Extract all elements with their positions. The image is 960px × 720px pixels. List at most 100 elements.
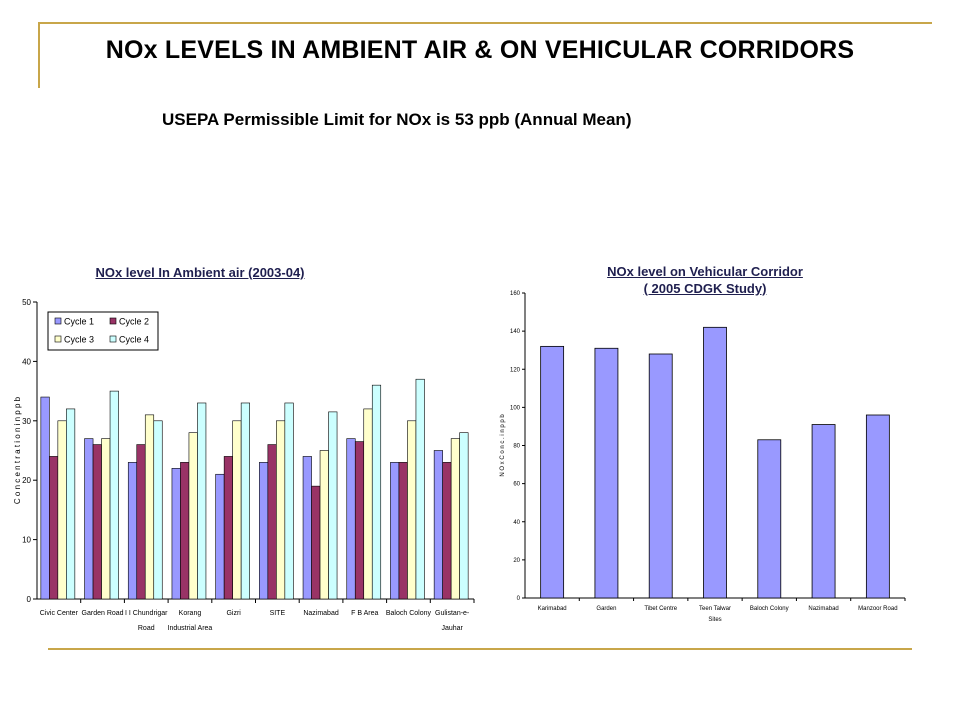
y-tick-label: 30 (22, 417, 31, 426)
x-tick-label: Garden (596, 606, 616, 612)
x-tick-label: Baloch Colony (386, 610, 432, 617)
x-tick-label: Manzoor Road (858, 606, 897, 612)
bar-cycle-2 (49, 456, 59, 600)
y-tick-label: 120 (510, 367, 521, 373)
legend-swatch (109, 317, 117, 325)
bar-cycle-2 (267, 444, 277, 600)
legend-swatch (54, 335, 62, 343)
vehicular-corridor-chart: 0 20 40 60 80 100 120 140 160 N O x C o n c . i n… (500, 291, 906, 623)
bar-cycle-2 (398, 462, 408, 600)
bar-manzoor-road (865, 414, 890, 599)
bar-cycle-1 (84, 438, 94, 600)
bar-cycle-1 (346, 438, 356, 600)
y-tick-label: 40 (513, 520, 520, 526)
bar-cycle-4 (459, 432, 469, 600)
bar-cycle-1 (40, 396, 50, 600)
y-tick-label: 20 (513, 558, 520, 564)
y-tick-label: 20 (22, 476, 31, 485)
y-tick-label: 60 (513, 482, 520, 488)
slide-subtitle: USEPA Permissible Limit for NOx is 53 pp… (162, 110, 632, 129)
x-tick-label: Nazimabad (303, 610, 339, 617)
bar-nazimabad (811, 424, 836, 599)
bar-cycle-1 (433, 450, 443, 600)
legend-label: Cycle 1 (64, 317, 94, 327)
bar-cycle-2 (311, 485, 321, 600)
legend-label: Cycle 3 (64, 335, 94, 345)
bar-cycle-1 (215, 473, 225, 600)
top-rule (38, 22, 932, 24)
chart-legend: Cycle 1 Cycle 2 Cycle 3 Cycle 4 (47, 311, 159, 351)
bar-cycle-3 (232, 420, 242, 600)
bar-cycle-3 (407, 420, 417, 600)
bar-cycle-4 (153, 420, 163, 600)
corridor-chart-title: NOx level on Vehicular Corridor (607, 264, 803, 279)
x-tick-label: SITE (270, 610, 286, 617)
bar-cycle-4 (284, 402, 294, 600)
x-tick-label: Tibet Centre (644, 606, 677, 612)
bar-cycle-3 (144, 414, 155, 600)
bar-cycle-3 (363, 408, 373, 600)
bar-cycle-3 (450, 438, 460, 600)
legend-label: Cycle 2 (119, 317, 149, 327)
y-tick-label: 140 (510, 329, 521, 335)
y-axis-label: C o n c e n t r a t i o n i n p p b (13, 396, 22, 504)
legend-label: Cycle 4 (119, 335, 149, 345)
x-tick-label: Karimabad (538, 606, 567, 612)
x-tick-label: Road (138, 625, 155, 632)
x-tick-label: I I Chundrigar (125, 610, 168, 617)
y-tick-label: 0 (517, 596, 521, 602)
bar-cycle-2 (442, 462, 452, 600)
x-tick-label: Civic Center (40, 610, 79, 617)
corridor-chart-subtitle: ( 2005 CDGK Study) (643, 281, 767, 296)
slide-title: NOx LEVELS IN AMBIENT AIR & ON VEHICULAR… (105, 36, 855, 64)
bar-cycle-4 (197, 402, 207, 600)
x-tick-label: Jauhar (441, 625, 463, 632)
y-tick-label: 80 (513, 444, 520, 450)
bar-teen-talwar (703, 326, 727, 599)
bar-cycle-4 (109, 390, 119, 600)
bar-cycle-2 (92, 444, 102, 600)
x-tick-label: F B Area (351, 610, 378, 617)
bar-cycle-4 (240, 402, 250, 600)
legend-swatch (109, 335, 117, 343)
bar-cycle-4 (371, 384, 382, 600)
bar-cycle-4 (415, 378, 425, 600)
bar-tibet-centre (648, 353, 673, 599)
x-tick-label: Industrial Area (168, 625, 213, 632)
y-tick-label: 10 (22, 536, 31, 545)
bar-karimabad (540, 345, 565, 599)
bar-garden (594, 347, 619, 599)
bar-cycle-4 (66, 408, 76, 600)
bar-cycle-2 (354, 441, 365, 600)
bar-cycle-1 (171, 468, 181, 600)
y-axis-label: N O x C o n c . i n p p b (500, 414, 506, 477)
bar-cycle-3 (319, 450, 329, 600)
x-tick-label: Gizri (226, 610, 241, 617)
bar-cycle-2 (180, 462, 190, 600)
bar-baloch-colony (757, 439, 782, 599)
bar-cycle-2 (136, 444, 146, 600)
ambient-chart-title: NOx level In Ambient air (2003-04) (95, 265, 305, 280)
legend-swatch (54, 317, 62, 325)
bar-cycle-3 (101, 438, 111, 600)
bar-cycle-1 (127, 462, 138, 600)
x-tick-label: Gulistan-e- (435, 610, 470, 617)
y-tick-label: 0 (27, 595, 32, 604)
bar-cycle-3 (188, 432, 198, 600)
x-tick-label: Baloch Colony (750, 606, 789, 612)
corridor-chart-title-block: NOx level on Vehicular Corridor ( 2005 C… (540, 263, 870, 297)
y-tick-label: 160 (510, 291, 521, 297)
x-axis-label: Sites (708, 617, 721, 623)
bar-cycle-1 (390, 462, 400, 600)
x-tick-label: Garden Road (82, 610, 124, 617)
bar-cycle-3 (57, 420, 67, 600)
x-tick-label: Nazimabad (808, 606, 838, 612)
bottom-rule (48, 648, 912, 650)
bar-cycle-4 (328, 411, 338, 600)
bar-cycle-3 (276, 420, 286, 600)
x-tick-label: Korang (179, 610, 202, 617)
legend-box (47, 311, 159, 351)
bar-cycle-2 (223, 456, 233, 600)
y-tick-label: 100 (510, 405, 521, 411)
bar-cycle-1 (302, 456, 312, 600)
